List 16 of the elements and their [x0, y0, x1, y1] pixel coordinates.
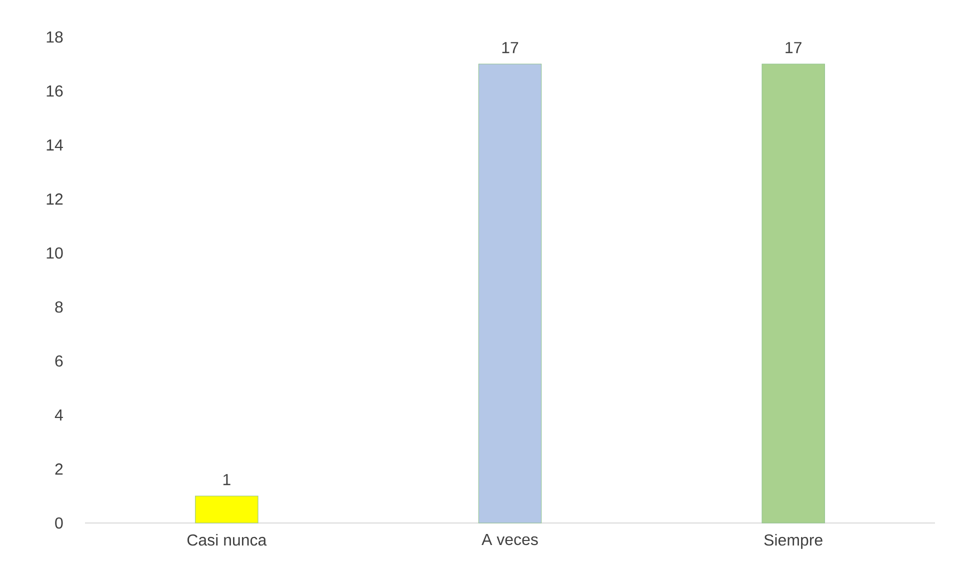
- y-tick-label: 2: [55, 463, 63, 475]
- y-tick-label: 4: [54, 410, 63, 420]
- x-tick-label: Siempre: [764, 534, 822, 549]
- y-tick-label: 10: [46, 247, 63, 259]
- x-tick-label: A veces: [482, 534, 538, 546]
- y-tick-label: 16: [46, 85, 63, 97]
- data-label: 17: [502, 42, 518, 54]
- y-tick-label: 0: [55, 517, 63, 529]
- data-label: 17: [786, 42, 802, 54]
- y-tick-label: 18: [46, 31, 63, 43]
- x-tick-label: Casi nunca: [187, 534, 267, 546]
- y-tick-label: 8: [55, 301, 63, 313]
- y-tick-label: 14: [46, 140, 63, 150]
- y-tick-label: 12: [46, 193, 63, 205]
- data-label: 1: [223, 474, 230, 486]
- y-tick-label: 6: [55, 355, 63, 367]
